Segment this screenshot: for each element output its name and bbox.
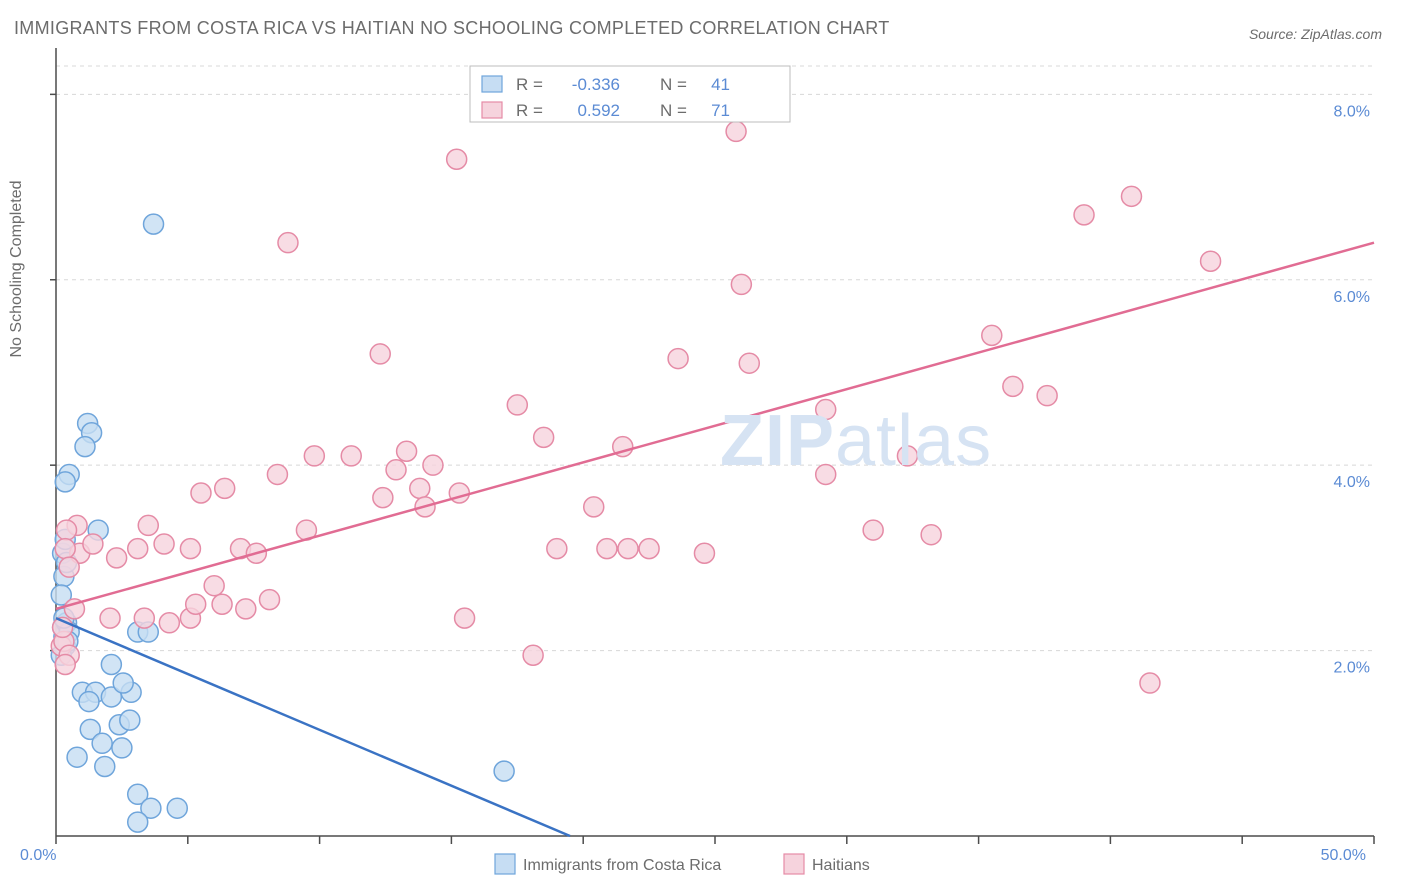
svg-text:71: 71 <box>711 101 730 120</box>
svg-text:Immigrants from Costa Rica: Immigrants from Costa Rica <box>523 857 721 874</box>
svg-text:R =: R = <box>516 101 543 120</box>
svg-text:2.0%: 2.0% <box>1334 660 1370 677</box>
svg-text:-0.336: -0.336 <box>572 75 620 94</box>
svg-text:R =: R = <box>516 75 543 94</box>
svg-text:6.0%: 6.0% <box>1334 289 1370 306</box>
correlation-chart: 2.0% 4.0% 6.0% 8.0% 0.0% 50.0% R = -0.336 N = 41 R… <box>0 0 1406 892</box>
svg-text:N =: N = <box>660 101 687 120</box>
svg-text:Haitians: Haitians <box>812 857 870 874</box>
svg-text:0.0%: 0.0% <box>20 847 56 864</box>
svg-text:0.592: 0.592 <box>577 101 620 120</box>
svg-text:50.0%: 50.0% <box>1321 847 1366 864</box>
svg-text:N =: N = <box>660 75 687 94</box>
svg-text:8.0%: 8.0% <box>1334 103 1370 120</box>
svg-text:41: 41 <box>711 75 730 94</box>
svg-text:4.0%: 4.0% <box>1334 474 1370 491</box>
